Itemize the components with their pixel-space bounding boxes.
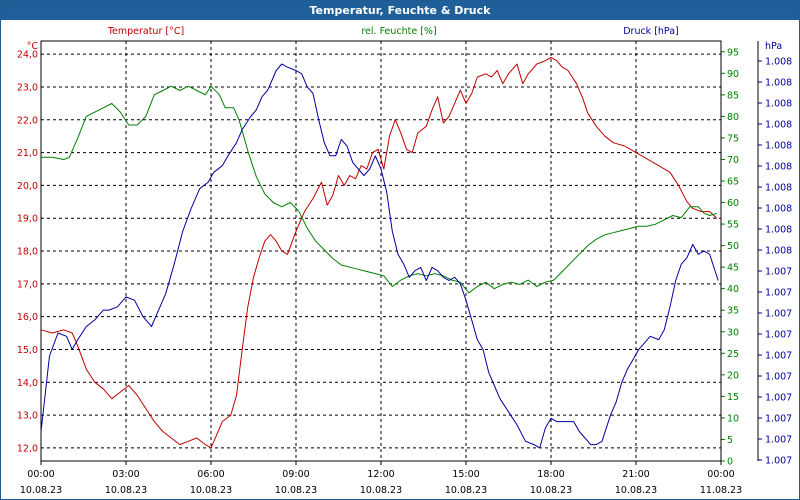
humidity-tick-label: 20 [727, 370, 739, 381]
pressure-tick-label: 1.008 [765, 225, 792, 236]
humidity-tick-label: 65 [727, 177, 739, 188]
pressure-tick-label: 1.008 [765, 141, 792, 152]
humidity-tick-label: 10 [727, 413, 739, 424]
temperature-legend-label: Temperatur [°C] [107, 26, 184, 37]
x-tick-date: 10.08.23 [360, 485, 402, 496]
window-title: Temperatur, Feuchte & Druck [1, 1, 799, 20]
temperature-tick-label: 19,0 [17, 214, 38, 225]
x-tick-date: 10.08.23 [615, 485, 657, 496]
chart: 00:00 10.08.23 03:00 10.08.23 06:00 10.08.23 0… [1, 20, 799, 498]
temperature-tick-label: 23,0 [17, 82, 38, 93]
humidity-tick-label: 60 [727, 198, 739, 209]
pressure-tick-label: 1.007 [765, 288, 792, 299]
humidity-tick-label: 35 [727, 306, 739, 317]
x-tick-time: 21:00 [622, 469, 649, 480]
pressure-tick-label: 1.008 [765, 120, 792, 131]
x-tick-time: 00:00 [27, 469, 54, 480]
x-tick-time: 09:00 [282, 469, 309, 480]
humidity-tick-label: 5 [727, 435, 733, 446]
humidity-legend-label: rel. Feuchte [%] [361, 26, 436, 37]
x-tick-time: 15:00 [452, 469, 479, 480]
pressure-tick-label: 1.007 [765, 435, 792, 446]
humidity-tick-label: 0 [727, 457, 733, 468]
pressure-tick-label: 1.007 [765, 393, 792, 404]
humidity-tick-label: 40 [727, 284, 739, 295]
x-tick-date: 10.08.23 [190, 485, 232, 496]
temperature-tick-label: 17,0 [17, 279, 38, 290]
pressure-tick-label: 1.008 [765, 246, 792, 257]
temperature-series-line [40, 56, 718, 449]
x-tick-time: 00:00 [707, 469, 734, 480]
x-tick-date: 10.08.23 [105, 485, 147, 496]
pressure-tick-label: 1.007 [765, 330, 792, 341]
series-layer [40, 56, 719, 449]
pressure-tick-label: 1.007 [765, 414, 792, 425]
x-tick-date: 10.08.23 [20, 485, 62, 496]
pressure-legend-label: Druck [hPa] [623, 26, 679, 37]
humidity-tick-label: 55 [727, 220, 739, 231]
x-tick-time: 18:00 [537, 469, 564, 480]
plot-frame [40, 40, 722, 462]
temperature-tick-label: 21,0 [17, 148, 38, 159]
humidity-tick-label: 50 [727, 241, 739, 252]
humidity-tick-label: 90 [727, 69, 739, 80]
pressure-tick-label: 1.008 [765, 57, 792, 68]
pressure-tick-label: 1.008 [765, 78, 792, 89]
temperature-tick-label: 15,0 [17, 345, 38, 356]
humidity-series-line [41, 85, 717, 294]
humidity-tick-label: 15 [727, 392, 739, 403]
x-tick-time: 12:00 [367, 469, 394, 480]
temperature-tick-label: 13,0 [17, 411, 38, 422]
humidity-tick-label: 95 [727, 47, 739, 58]
chart-grid [40, 41, 762, 465]
temperature-tick-label: 22,0 [17, 115, 38, 126]
humidity-tick-label: 70 [727, 155, 739, 166]
humidity-tick-label: 75 [727, 133, 739, 144]
humidity-tick-label: 80 [727, 112, 739, 123]
pressure-tick-label: 1.007 [765, 351, 792, 362]
temperature-tick-label: 20,0 [17, 181, 38, 192]
pressure-unit: hPa [765, 41, 782, 52]
x-tick-date: 10.08.23 [275, 485, 317, 496]
humidity-tick-label: 30 [727, 327, 739, 338]
x-tick-time: 06:00 [197, 469, 224, 480]
humidity-tick-label: 85 [727, 90, 739, 101]
labels-layer: 00:00 10.08.23 03:00 10.08.23 06:00 10.08.23 0… [17, 26, 792, 496]
temperature-tick-label: 12,0 [17, 443, 38, 454]
temperature-tick-label: 18,0 [17, 247, 38, 258]
pressure-tick-label: 1.008 [765, 99, 792, 110]
pressure-tick-label: 1.008 [765, 162, 792, 173]
pressure-series-line [40, 63, 719, 449]
temperature-tick-label: 24,0 [17, 50, 38, 61]
temperature-unit: °C [27, 41, 39, 52]
x-tick-date: 10.08.23 [530, 485, 572, 496]
pressure-tick-label: 1.008 [765, 204, 792, 215]
humidity-tick-label: 25 [727, 349, 739, 360]
pressure-tick-label: 1.007 [765, 267, 792, 278]
humidity-tick-label: 45 [727, 263, 739, 274]
pressure-tick-label: 1.007 [765, 456, 792, 467]
x-tick-date: 10.08.23 [445, 485, 487, 496]
pressure-tick-label: 1.007 [765, 372, 792, 383]
pressure-tick-label: 1.008 [765, 183, 792, 194]
temperature-tick-label: 16,0 [17, 312, 38, 323]
temperature-tick-label: 14,0 [17, 378, 38, 389]
x-tick-date: 11.08.23 [700, 485, 742, 496]
pressure-tick-label: 1.007 [765, 309, 792, 320]
x-tick-time: 03:00 [112, 469, 139, 480]
